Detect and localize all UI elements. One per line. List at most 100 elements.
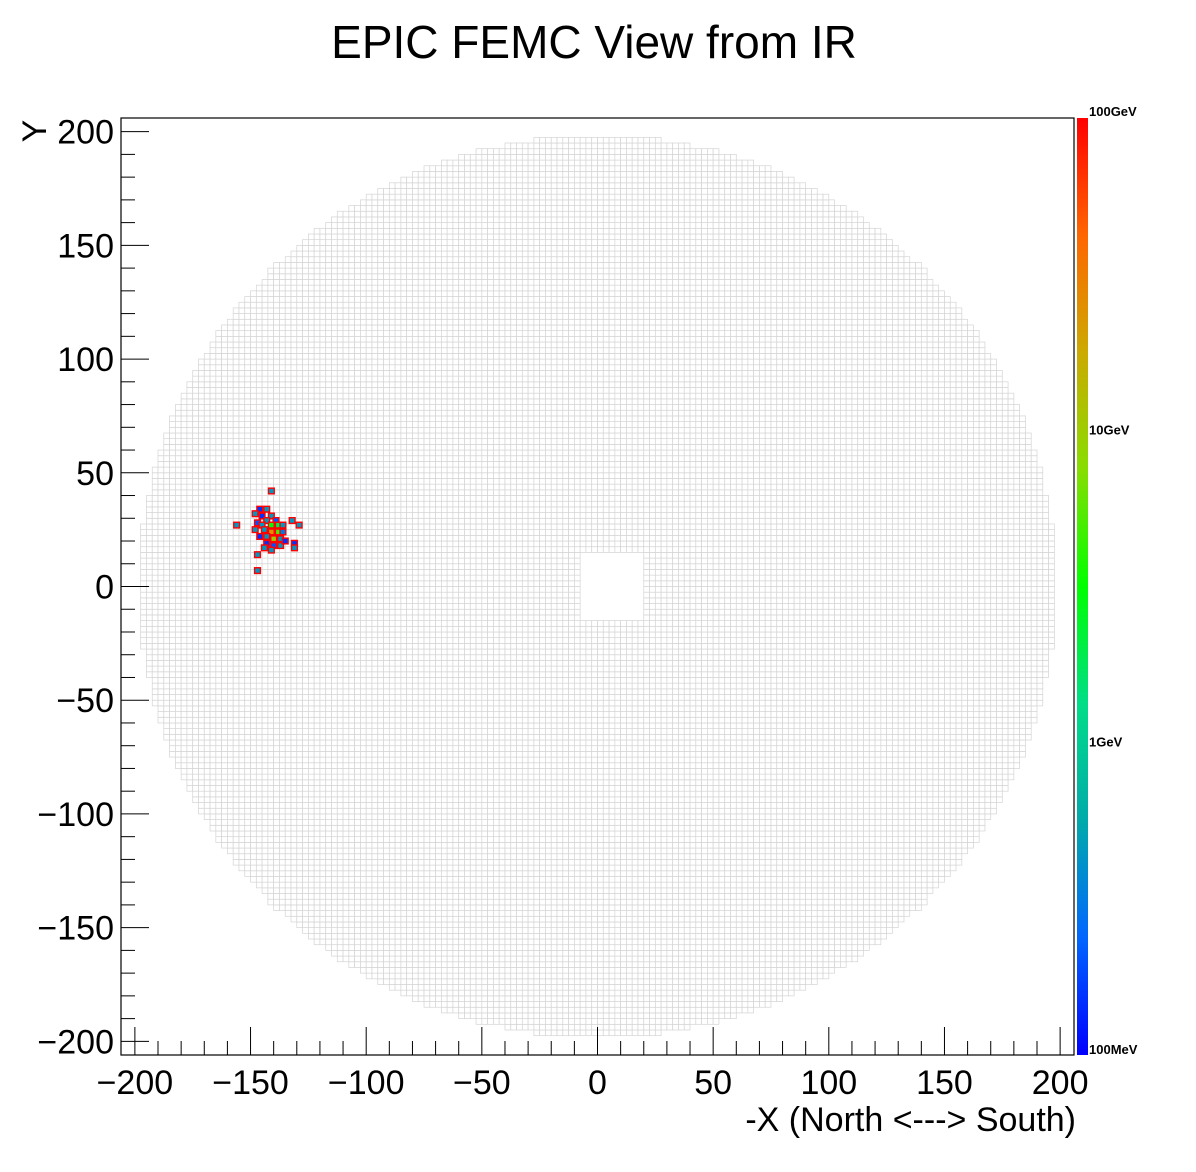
detector-cell: [388, 910, 396, 917]
detector-cell: [192, 466, 199, 474]
detector-cell: [296, 745, 303, 752]
detector-cell: [394, 688, 402, 695]
detector-cell: [365, 773, 373, 781]
detector-cell: [394, 722, 402, 730]
detector-cell: [290, 262, 298, 269]
detector-cell: [383, 830, 390, 838]
detector-cell: [336, 307, 344, 314]
detector-cell: [203, 739, 211, 747]
detector-cell: [279, 711, 286, 718]
detector-cell: [354, 705, 361, 712]
detector-cell: [192, 654, 199, 661]
detector-cell: [365, 660, 373, 667]
detector-cell: [371, 364, 379, 371]
detector-cell: [336, 296, 344, 303]
detector-cell: [238, 552, 246, 559]
detector-cell: [238, 756, 246, 764]
detector-cell: [169, 608, 176, 616]
detector-cell: [157, 648, 165, 656]
detector-cell: [244, 694, 251, 701]
detector-cell: [371, 950, 379, 957]
detector-cell: [227, 523, 234, 531]
detector-cell: [140, 546, 147, 553]
detector-cell: [331, 444, 338, 451]
detector-cell: [250, 785, 257, 792]
detector-cell: [273, 603, 280, 610]
detector-cell: [238, 557, 246, 565]
detector-cell: [261, 444, 269, 451]
detector-cell: [250, 842, 257, 849]
detector-cell: [267, 375, 275, 383]
detector-cell: [400, 608, 408, 616]
detector-cell: [221, 375, 228, 383]
detector-cell: [388, 660, 396, 667]
detector-cell: [186, 643, 194, 650]
detector-cell: [203, 438, 211, 445]
detector-cell: [400, 830, 408, 838]
detector-cell: [255, 415, 263, 422]
detector-cell: [192, 620, 199, 627]
detector-cell: [279, 580, 286, 587]
detector-cell: [406, 677, 413, 684]
detector-cell: [284, 301, 292, 309]
detector-cell: [354, 318, 361, 326]
detector-cell: [203, 671, 211, 678]
detector-cell: [336, 955, 344, 963]
detector-cell: [244, 483, 251, 491]
detector-cell: [290, 353, 298, 360]
detector-cell: [250, 591, 257, 599]
detector-cell: [238, 722, 246, 730]
detector-cell: [371, 540, 379, 548]
detector-cell: [203, 682, 211, 690]
detector-cell: [388, 728, 396, 735]
detector-cell: [406, 927, 413, 934]
detector-cell: [354, 927, 361, 934]
detector-cell: [221, 756, 228, 764]
detector-cell: [336, 728, 344, 735]
detector-cell: [232, 728, 240, 735]
detector-cell: [394, 648, 402, 656]
detector-cell: [360, 574, 367, 582]
detector-cell: [163, 534, 170, 542]
detector-cell: [354, 648, 361, 656]
detector-cell: [250, 643, 257, 650]
detector-cell: [261, 643, 269, 650]
detector-cell: [244, 870, 251, 877]
chart-title: EPIC FEMC View from IR: [331, 16, 857, 68]
detector-cell: [302, 574, 309, 582]
detector-cell: [198, 677, 205, 684]
detector-cell: [308, 597, 315, 604]
detector-cell: [203, 597, 211, 604]
detector-cell: [261, 421, 269, 428]
detector-cell: [360, 927, 367, 934]
detector-cell: [406, 398, 413, 405]
detector-cell: [209, 529, 217, 536]
detector-cell: [383, 967, 390, 974]
detector-cell: [348, 449, 355, 457]
detector-cell: [244, 739, 251, 747]
detector-cell: [371, 591, 379, 599]
detector-cell: [267, 762, 275, 769]
detector-cell: [203, 358, 211, 366]
detector-cell: [169, 461, 176, 468]
detector-cell: [215, 694, 222, 701]
detector-cell: [394, 398, 402, 405]
detector-cell: [308, 915, 315, 923]
detector-cell: [388, 552, 396, 559]
detector-cell: [308, 842, 315, 849]
detector-cell: [255, 876, 263, 883]
detector-cell: [383, 472, 390, 479]
detector-cell: [331, 802, 338, 809]
detector-cell: [279, 432, 286, 440]
detector-cell: [163, 603, 170, 610]
detector-cell: [313, 648, 321, 656]
detector-cell: [342, 637, 350, 644]
detector-cell: [296, 790, 303, 798]
detector-cell: [319, 569, 327, 576]
detector-cell: [383, 301, 390, 309]
detector-cell: [360, 324, 367, 331]
detector-cell: [394, 967, 402, 974]
detector-cell: [313, 751, 321, 758]
detector-cell: [250, 358, 257, 366]
detector-cell: [377, 290, 384, 297]
